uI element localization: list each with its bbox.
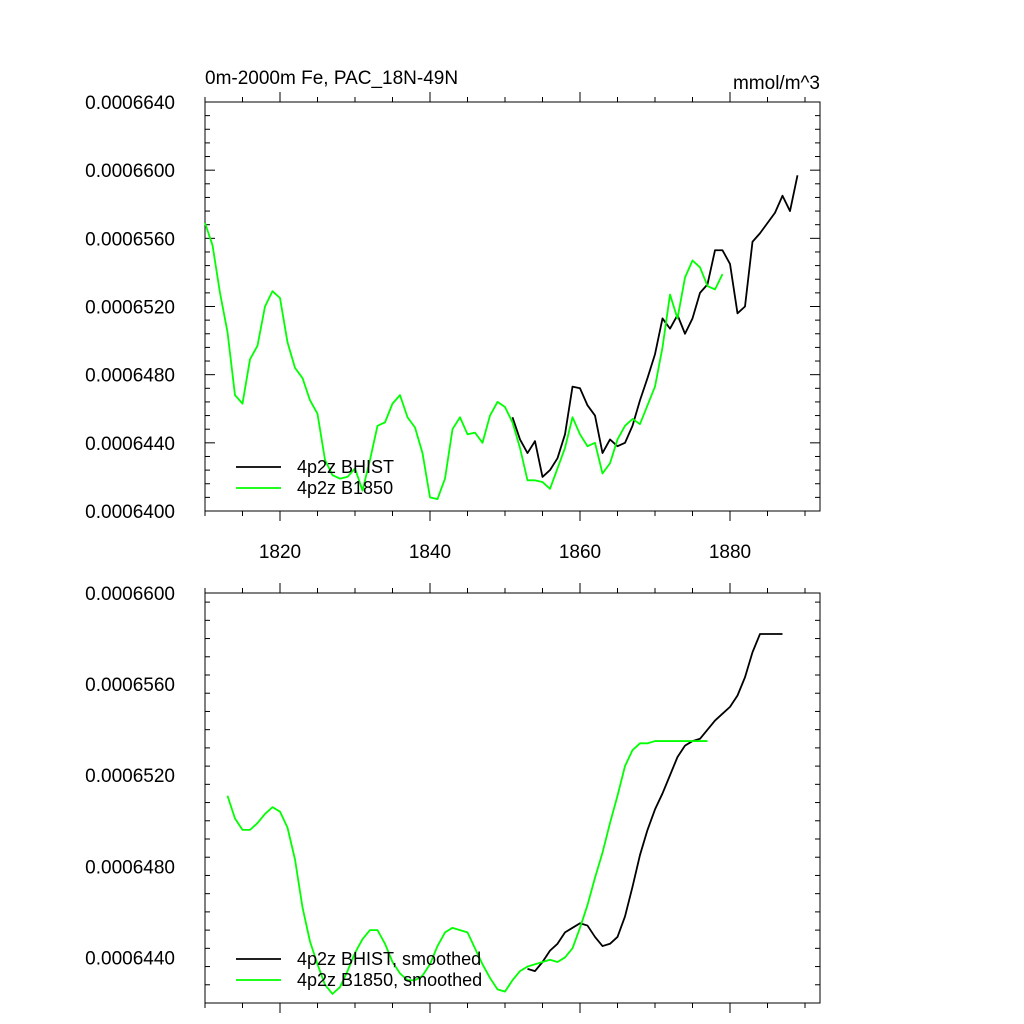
y-tick-label: 0.0006440 [85,434,175,455]
x-tick-label: 1860 [559,542,601,563]
series-line-4p2z-bhist-smoothed [527,633,783,973]
plot-frame [204,101,821,512]
y-tick-label: 0.0006480 [85,366,175,387]
y-tick-label: 0.0006560 [85,675,175,696]
y-tick-label: 0.0006600 [85,584,175,605]
legend-label: 4p2z B1850 [297,478,393,498]
series-line-4p2z-b1850 [204,222,724,500]
y-tick-label: 0.0006440 [85,948,175,969]
x-tick-label: 1820 [259,542,301,563]
y-tick-label: 0.0006400 [85,502,175,523]
y-tick-label: 0.0006520 [85,766,175,787]
bottom-panel: 0.0006440 0.0006480 0.0006520 0.0006560 0.00… [85,583,821,1013]
chart-title: 0m-2000m Fe, PAC_18N-49N [205,68,458,89]
y-tick-label: 0.0006600 [85,161,175,182]
y-tick-label: 0.0006640 [85,93,175,114]
legend-label: 4p2z BHIST, smoothed [297,949,481,969]
x-tick-label: 1880 [709,542,751,563]
plot-frame [204,592,821,1004]
y-tick-label: 0.0006480 [85,857,175,878]
units-label: mmol/m^3 [733,73,820,94]
legend-label: 4p2z BHIST [297,457,394,477]
series-line-4p2z-bhist [511,175,799,478]
x-tick-label: 1840 [409,542,451,563]
top-panel: 0.0006400 0.0006440 0.0006480 0.0006520 0.00… [85,68,821,563]
y-tick-label: 0.0006520 [85,298,175,319]
y-tick-label: 0.0006560 [85,229,175,250]
legend-label: 4p2z B1850, smoothed [297,970,482,990]
series-line-4p2z-b1850-smoothed [226,740,708,995]
